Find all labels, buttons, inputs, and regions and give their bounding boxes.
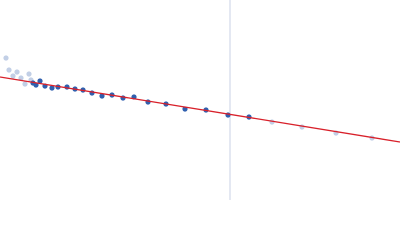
data-point (6, 67, 12, 73)
fit-line (0, 76, 400, 143)
data-point (26, 71, 32, 77)
chart (0, 0, 400, 200)
data-point (18, 75, 24, 81)
data-point (37, 78, 43, 84)
data-point (3, 55, 9, 61)
data-point (49, 85, 55, 91)
data-point (10, 73, 16, 79)
page: {"chart_data": { "type": "scatter", "xli… (0, 0, 400, 200)
data-point (99, 93, 105, 99)
data-point (22, 81, 28, 87)
data-point (14, 69, 20, 75)
